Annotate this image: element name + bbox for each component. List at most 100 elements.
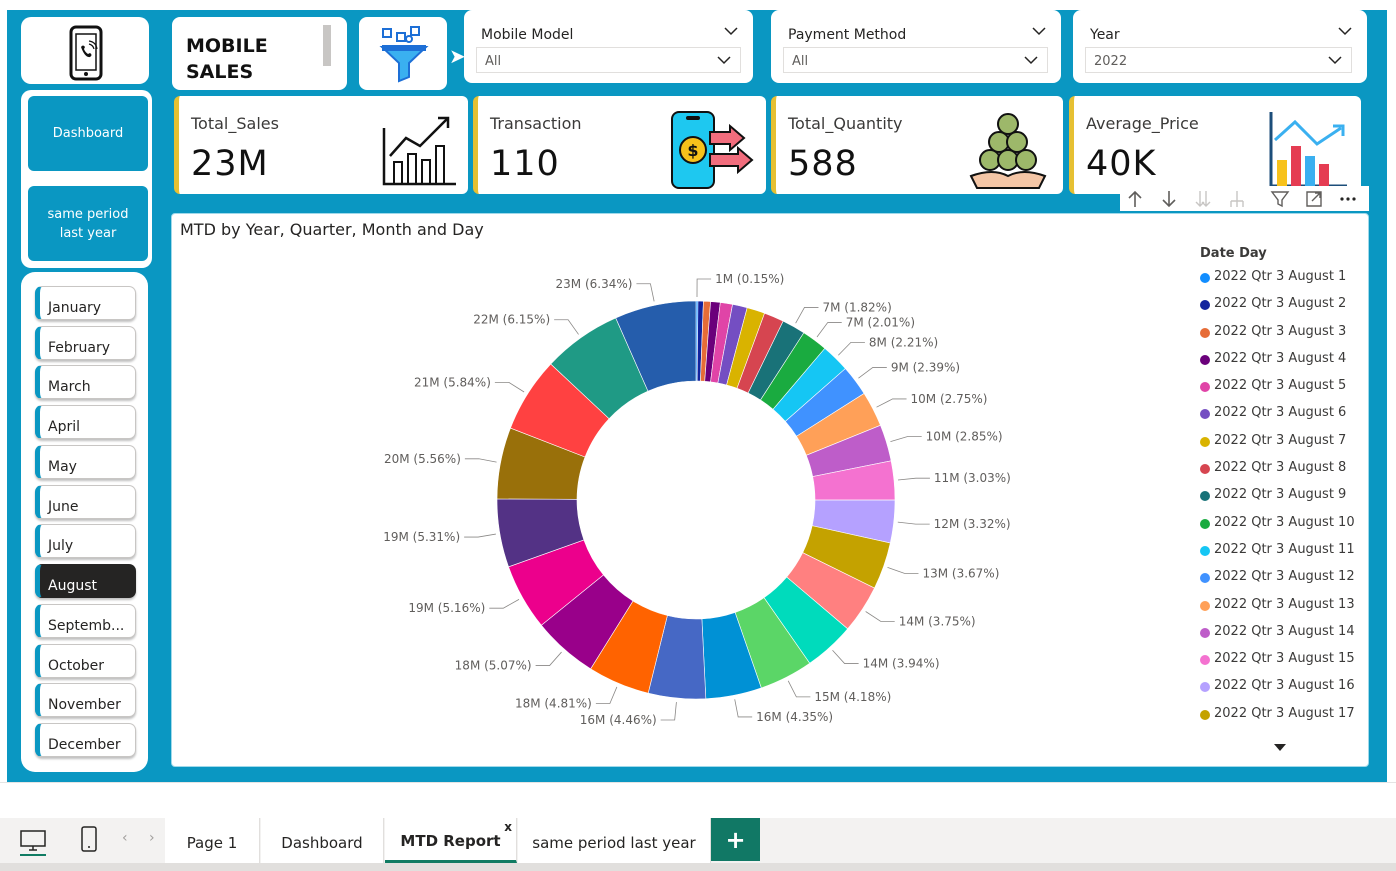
payment-method-slicer[interactable]: Payment Method All — [771, 10, 1061, 83]
slicer-title: Mobile Model — [481, 27, 574, 43]
filter-toggle-card[interactable] — [359, 17, 447, 90]
filter-icon[interactable] — [1270, 189, 1290, 209]
legend-color-swatch — [1200, 327, 1210, 338]
legend-label: 2022 Qtr 3 August 10 — [1214, 514, 1355, 530]
legend-item[interactable]: 2022 Qtr 3 August 10 — [1200, 515, 1355, 542]
legend-item[interactable]: 2022 Qtr 3 August 4 — [1200, 351, 1355, 378]
legend-item[interactable]: 2022 Qtr 3 August 17 — [1200, 706, 1355, 733]
drill-up-icon[interactable] — [1125, 189, 1145, 209]
label-leader-line — [734, 699, 753, 718]
donut-slice[interactable] — [615, 300, 697, 392]
tab-page[interactable]: Dashboard — [261, 818, 384, 863]
label-leader-line — [838, 341, 865, 356]
slice-data-label: 18M (4.81%) — [515, 697, 592, 711]
same-period-nav-button[interactable]: same period last year — [28, 186, 148, 261]
svg-text:$: $ — [687, 141, 698, 160]
month-button[interactable]: October — [35, 644, 136, 678]
legend-label: 2022 Qtr 3 August 2 — [1214, 296, 1347, 312]
label-leader-line — [636, 283, 655, 302]
legend-color-swatch — [1200, 709, 1210, 720]
chevron-down-icon[interactable] — [723, 23, 739, 39]
month-button[interactable]: January — [35, 286, 136, 320]
mobile-model-slicer[interactable]: Mobile Model All — [464, 10, 753, 83]
legend-item[interactable]: 2022 Qtr 3 August 6 — [1200, 405, 1355, 432]
legend-item[interactable]: 2022 Qtr 3 August 3 — [1200, 324, 1355, 351]
month-button[interactable]: Septemb... — [35, 604, 136, 638]
chevron-down-icon — [1328, 56, 1342, 65]
month-slicer: January February March April May June July Augu… — [21, 272, 148, 772]
label-leader-line — [890, 436, 922, 443]
label-leader-line — [897, 521, 930, 525]
label-leader-line — [787, 680, 811, 698]
kpi-label: Transaction — [490, 114, 582, 133]
year-dropdown[interactable]: 2022 — [1085, 47, 1352, 73]
legend-item[interactable]: 2022 Qtr 3 August 12 — [1200, 569, 1355, 596]
month-button[interactable]: December — [35, 723, 136, 757]
expand-next-level-icon[interactable] — [1193, 189, 1213, 209]
month-button[interactable]: February — [35, 326, 136, 360]
dashboard-nav-button[interactable]: Dashboard — [28, 96, 148, 171]
legend-label: 2022 Qtr 3 August 4 — [1214, 350, 1347, 366]
more-options-icon[interactable] — [1338, 189, 1358, 209]
legend-item[interactable]: 2022 Qtr 3 August 15 — [1200, 651, 1355, 678]
slice-data-label: 9M (2.39%) — [891, 360, 960, 374]
focus-mode-icon[interactable] — [1304, 189, 1324, 209]
tab-scroll-right-icon[interactable]: › — [149, 830, 155, 846]
funnel-icon — [379, 26, 429, 83]
kpi-value: 588 — [788, 144, 858, 184]
label-leader-line — [464, 533, 496, 538]
kpi-transaction: Transaction 110 $ — [473, 96, 766, 194]
label-leader-line — [535, 651, 562, 666]
drill-down-icon[interactable] — [1159, 189, 1179, 209]
kpi-value: 40K — [1086, 144, 1157, 184]
legend-item[interactable]: 2022 Qtr 3 August 14 — [1200, 624, 1355, 651]
legend-label: 2022 Qtr 3 August 7 — [1214, 432, 1347, 448]
legend-item[interactable]: 2022 Qtr 3 August 5 — [1200, 378, 1355, 405]
legend-item[interactable]: 2022 Qtr 3 August 2 — [1200, 296, 1355, 323]
tab-label: same period last year — [532, 833, 696, 852]
label-leader-line — [595, 686, 618, 704]
legend-item[interactable]: 2022 Qtr 3 August 11 — [1200, 542, 1355, 569]
tab-page[interactable]: MTD Report x — [385, 818, 517, 863]
tab-page[interactable]: Page 1 — [165, 818, 260, 863]
close-tab-icon[interactable]: x — [504, 820, 512, 834]
title-scrollbar — [323, 25, 331, 66]
year-slicer[interactable]: Year 2022 — [1073, 10, 1367, 83]
mtd-donut-chart: MTD by Year, Quarter, Month and Day 1M (… — [171, 213, 1369, 767]
mobile-model-dropdown[interactable]: All — [476, 47, 741, 73]
chevron-down-icon[interactable] — [1031, 23, 1047, 39]
mobile-view-icon[interactable] — [74, 824, 104, 856]
kpi-label: Total_Quantity — [788, 114, 903, 133]
chevron-down-icon[interactable] — [1337, 23, 1353, 39]
title-card: MOBILE SALES — [172, 17, 347, 90]
legend-item[interactable]: 2022 Qtr 3 August 1 — [1200, 269, 1355, 296]
payment-method-dropdown[interactable]: All — [783, 47, 1048, 73]
month-button[interactable]: April — [35, 405, 136, 439]
month-button[interactable]: July — [35, 524, 136, 558]
legend-label: 2022 Qtr 3 August 9 — [1214, 487, 1347, 503]
legend-item[interactable]: 2022 Qtr 3 August 13 — [1200, 597, 1355, 624]
kpi-average-price: Average_Price 40K — [1069, 96, 1361, 194]
expand-hierarchy-icon[interactable] — [1227, 189, 1247, 209]
label-leader-line — [816, 322, 842, 338]
month-button[interactable]: November — [35, 683, 136, 717]
tab-page[interactable]: same period last year — [518, 818, 711, 863]
month-button[interactable]: June — [35, 485, 136, 519]
legend-scroll-down-icon[interactable] — [1274, 744, 1286, 751]
legend-item[interactable]: 2022 Qtr 3 August 7 — [1200, 433, 1355, 460]
legend-label: 2022 Qtr 3 August 13 — [1214, 596, 1355, 612]
desktop-view-icon[interactable] — [18, 824, 48, 856]
legend-item[interactable]: 2022 Qtr 3 August 16 — [1200, 678, 1355, 705]
month-button[interactable]: August — [35, 564, 136, 598]
month-button[interactable]: March — [35, 365, 136, 399]
add-page-button[interactable]: + — [711, 818, 760, 861]
chevron-down-icon — [717, 56, 731, 65]
slicer-value: 2022 — [1094, 54, 1128, 69]
status-bar — [0, 863, 1396, 871]
tab-scroll-left-icon[interactable]: ‹ — [122, 830, 128, 846]
legend-item[interactable]: 2022 Qtr 3 August 8 — [1200, 460, 1355, 487]
slice-data-label: 7M (2.01%) — [846, 316, 915, 330]
month-button[interactable]: May — [35, 445, 136, 479]
slicer-title: Payment Method — [788, 27, 907, 43]
legend-item[interactable]: 2022 Qtr 3 August 9 — [1200, 487, 1355, 514]
